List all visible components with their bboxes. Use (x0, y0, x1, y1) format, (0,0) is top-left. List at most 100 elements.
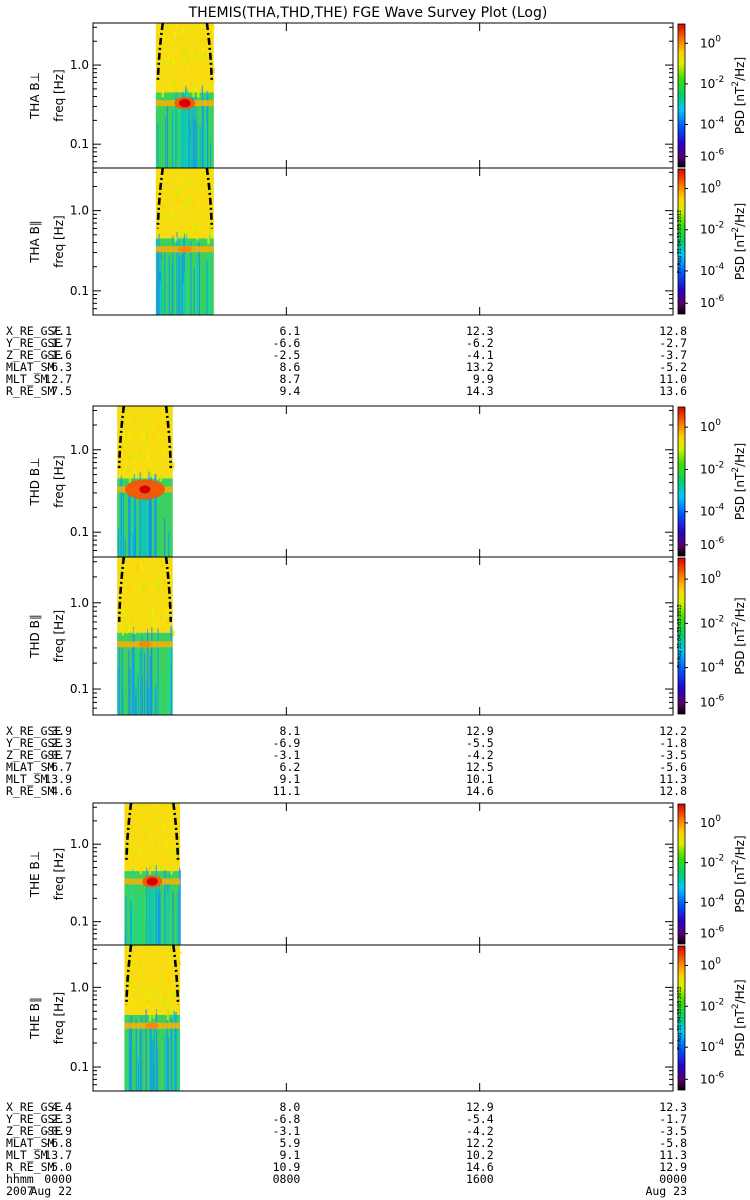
spectrogram-texture-speck (141, 589, 144, 595)
colorbar (677, 945, 686, 1091)
spectrogram-texture-stripe (140, 897, 142, 945)
spectrogram-texture-speck (170, 847, 173, 853)
spectrogram-texture-speck (119, 472, 122, 478)
spectrogram-texture-speck (153, 826, 156, 829)
spectrogram-texture-speck (123, 432, 126, 440)
spectrogram-texture-speck (129, 837, 132, 842)
spectrogram-texture-speck (132, 848, 135, 852)
spectrogram-texture-stripe (164, 1035, 166, 1091)
spectrogram-texture-speck (174, 236, 177, 242)
spectrogram-texture-speck (204, 169, 207, 175)
colorbar-label-part: PSD (733, 889, 747, 913)
spectrogram-texture-speck (190, 82, 193, 87)
spectrogram-texture-speck (144, 811, 147, 818)
colorbar-tick-label: 10-4 (700, 262, 725, 278)
spectrogram-texture-speck (164, 997, 167, 1002)
spectrogram-texture-stripe (155, 474, 157, 557)
ephemeris-value: 13.6 (659, 384, 687, 398)
spectrogram-texture-speck (129, 1004, 132, 1009)
spectrogram-texture-speck (175, 860, 178, 865)
spectrogram-texture-stripe (206, 91, 208, 168)
spectrogram-texture-stripe (139, 650, 141, 715)
ephemeris-row-label: Z_RE_GSE (6, 748, 61, 762)
chart-title: THEMIS(THA,THD,THE) FGE Wave Survey Plot… (188, 5, 548, 21)
colorbar-label-part: 2 (731, 621, 741, 627)
spectrogram-texture-stripe (173, 1009, 175, 1091)
spectrogram-texture-speck (182, 220, 185, 226)
spectrogram-texture-stripe (122, 490, 125, 557)
spectrogram-texture-speck (120, 464, 123, 472)
gyrofrequency-trace-left (156, 167, 165, 229)
panel-frame (92, 944, 674, 1092)
spectrogram-texture-speck (129, 625, 132, 629)
spectrogram-texture-speck (207, 168, 210, 171)
colorbar-tick-label: 100 (700, 180, 721, 196)
time-axis-hhmm-label: hhmm (6, 1172, 34, 1186)
colorbar-label-part: [nT (733, 86, 747, 110)
colorbar-tick-base: 10 (700, 149, 715, 163)
ephemeris-value: 2.3 (51, 736, 72, 750)
spectrogram-texture-speck (162, 33, 165, 41)
ephemeris-row-label: X_RE_GSE (6, 1100, 61, 1114)
spectrogram-texture-speck (153, 960, 156, 965)
panel-label: THA B∥ (28, 220, 42, 264)
spectrogram-texture-speck (190, 44, 193, 52)
spectrogram-texture-stripe (192, 97, 195, 168)
spectrogram-texture-stripe (156, 239, 158, 315)
colorbar-tick-exp: 0 (715, 956, 721, 966)
ephemeris-value: 12.9 (466, 1100, 494, 1114)
colorbar-tick-base: 10 (700, 572, 715, 586)
spectrogram-texture-speck (133, 460, 136, 464)
spectrogram-texture-speck (159, 994, 162, 999)
ephemeris-value: 7.5 (51, 384, 72, 398)
ephemeris-value: 9.4 (280, 384, 301, 398)
colorbar-tick-exp: 0 (715, 418, 721, 428)
spectrogram-texture-speck (147, 570, 150, 573)
colorbar-label: PSD [nT2/Hz] (731, 203, 747, 280)
colorbar-tick-exp: -2 (715, 75, 724, 85)
spectrogram-texture-speck (131, 998, 134, 1002)
spectrogram-texture-speck (164, 420, 167, 424)
spectrogram-texture-stripe (182, 252, 184, 315)
ephemeris-value: 10.1 (466, 772, 494, 786)
spectrogram-texture-speck (146, 992, 149, 995)
spectrogram-texture-speck (139, 963, 142, 966)
colorbar-tick-exp: 0 (715, 814, 721, 824)
ephemeris-value: 7.1 (51, 324, 72, 338)
spectrogram-texture-stripe (135, 1019, 137, 1091)
spectrogram-texture-speck (126, 592, 129, 597)
spectrogram-texture-speck (152, 1013, 155, 1019)
panel-frame (92, 556, 674, 716)
spectrogram-texture-speck (168, 40, 171, 46)
spectrogram-texture-stripe (170, 1029, 172, 1091)
spectrogram-texture-speck (127, 945, 130, 949)
spectrogram-texture-speck (149, 863, 152, 866)
spectrogram-texture-stripe (172, 110, 174, 168)
spectrogram-texture-speck (143, 833, 146, 837)
y-tick-label: 0.1 (70, 1060, 89, 1074)
spectrogram-texture-stripe (207, 272, 210, 315)
spectrogram-texture-speck (170, 59, 173, 65)
spectrogram-texture-speck (160, 806, 163, 813)
spectrogram-texture-speck (155, 407, 158, 413)
spectrogram-texture-speck (186, 84, 189, 88)
spectrogram-texture-speck (118, 567, 121, 573)
spectrogram-texture-stripe (178, 240, 180, 315)
colorbar-label-part: PSD (733, 496, 747, 520)
spectrogram-texture-stripe (155, 1009, 158, 1091)
spectrogram-texture-speck (132, 1001, 135, 1009)
spectrogram-texture-stripe (141, 676, 143, 715)
colorbar-label-part: PSD (733, 651, 747, 675)
ephemeris-value: 4.6 (51, 784, 72, 798)
colorbar-tick-exp: 0 (715, 570, 721, 580)
colorbar-tick-base: 10 (700, 616, 715, 630)
colorbar-tick-base: 10 (700, 296, 715, 310)
spectrogram-texture-stripe (164, 249, 166, 315)
ephemeris-value: 10.9 (273, 1160, 301, 1174)
spectrogram-texture-speck (201, 190, 204, 195)
spectrogram-texture-stripe (149, 655, 151, 715)
spectrogram-texture-speck (194, 87, 197, 92)
spectrogram-texture-speck (170, 73, 173, 78)
spectrogram-texture-stripe (171, 263, 173, 315)
colorbar-label-part: [nT (733, 1008, 747, 1032)
